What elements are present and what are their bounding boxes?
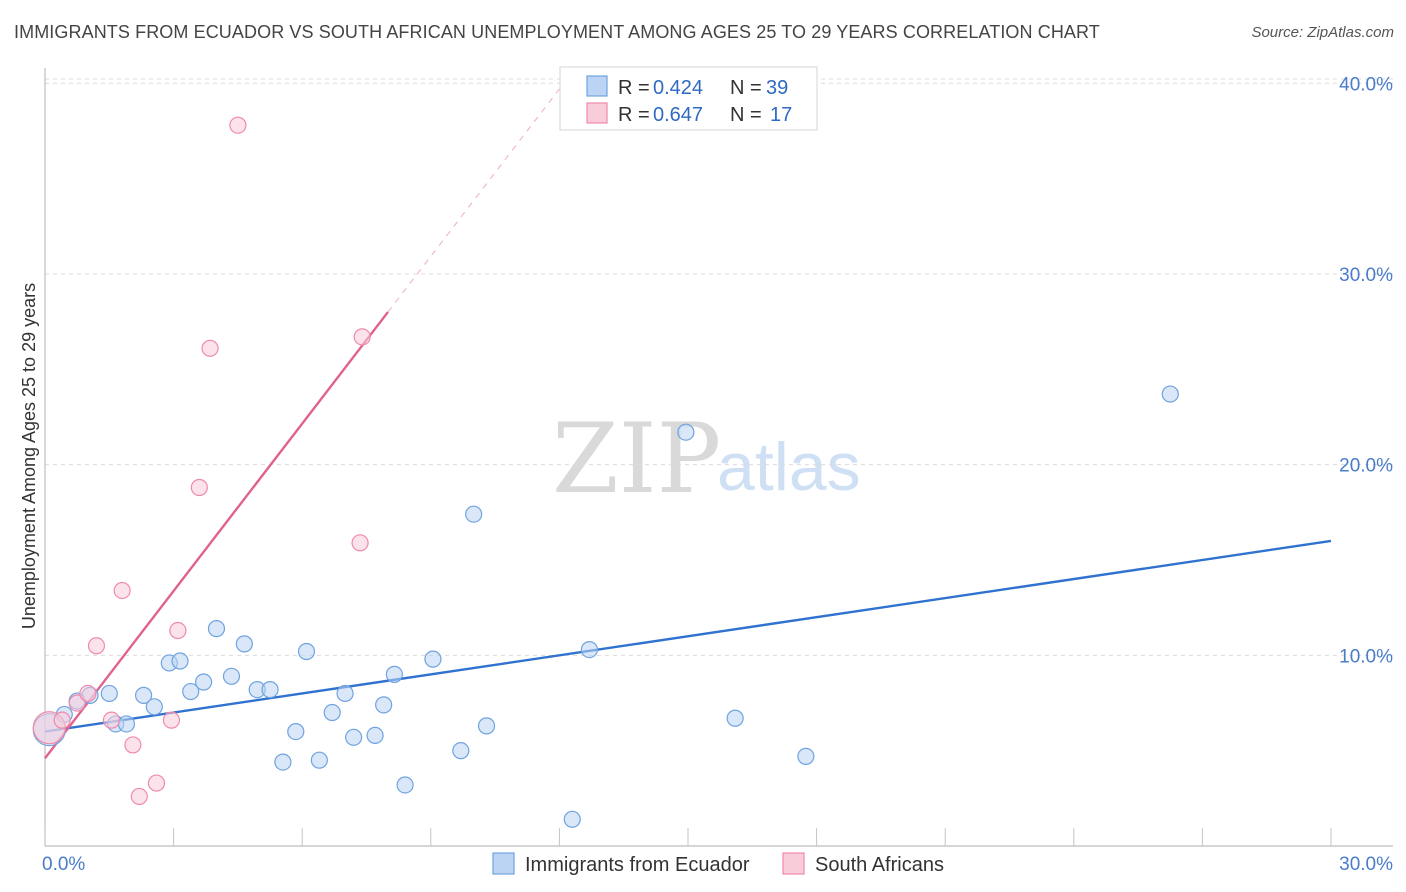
data-point [229,116,247,134]
watermark: ZIP atlas [552,403,861,515]
stats-legend-r-value-ecuador: 0.424 [653,77,703,99]
stats-legend-r-value-south-africans: 0.647 [653,104,703,126]
data-point [147,774,166,792]
data-point [87,637,106,655]
trend-line-1 [44,311,389,760]
data-point [366,726,384,745]
data-point [452,742,470,760]
data-point [287,722,305,741]
data-point [477,717,496,735]
legend-label-south-africans[interactable]: South Africans [815,854,944,876]
data-point [563,810,581,828]
trend-line-0 [44,539,1332,733]
x-axis-tick-labels: 0.0% 30.0% [42,854,1393,875]
data-point [113,581,131,600]
stats-legend-swatch-ecuador [586,75,608,97]
data-point [162,711,181,729]
stats-legend-n-value-south-africans: 17 [770,104,792,126]
data-point [310,751,328,769]
y-tick-label: 40.0% [1339,74,1393,95]
y-tick-label: 10.0% [1339,646,1393,667]
data-point [182,682,200,701]
trend-lines [44,88,1332,760]
data-point [171,652,189,670]
data-point [124,736,142,754]
data-point [169,621,187,640]
data-point [345,728,363,746]
data-point [100,684,118,703]
data-point [261,681,279,699]
stats-legend-n-label-south-africans: N = [730,104,762,126]
data-point [134,686,153,704]
trend-line-extension-1 [387,88,560,313]
y-tick-label: 30.0% [1339,265,1393,286]
legend-swatch-ecuador[interactable] [492,852,515,875]
series-points-1 [32,116,371,806]
data-point [130,787,148,806]
data-point [323,703,341,722]
data-point [424,650,442,668]
data-point [385,665,403,683]
data-point [274,753,292,771]
data-point [726,709,744,727]
chart-title: IMMIGRANTS FROM ECUADOR VS SOUTH AFRICAN… [14,22,1100,42]
stats-legend-r-label-ecuador: R = [618,77,650,99]
data-point [190,478,208,497]
data-point [336,684,354,703]
stats-legend: R = 0.424 N = 39 R = 0.647 N = 17 [559,66,818,131]
chart-source: Source: ZipAtlas.com [1251,24,1394,41]
watermark-atlas: atlas [717,429,861,505]
data-point [797,747,815,765]
legend-label-ecuador[interactable]: Immigrants from Ecuador [525,854,750,876]
data-point [351,534,369,552]
data-point [53,711,71,729]
x-tick-label-max: 30.0% [1339,854,1393,875]
stats-legend-n-value-ecuador: 39 [766,77,788,99]
stats-legend-swatch-south-africans [586,102,608,124]
series-legend: Immigrants from Ecuador South Africans [492,852,944,876]
data-point [580,640,599,659]
data-point [1161,385,1179,403]
y-axis-tick-labels: 10.0% 20.0% 30.0% 40.0% [1339,74,1393,667]
x-axis-ticks [44,828,1332,846]
data-point [102,711,121,729]
data-point [195,673,213,691]
data-point [396,776,414,794]
data-point [79,684,97,703]
data-points [32,116,1179,828]
x-tick-label-min: 0.0% [42,854,85,875]
y-tick-label: 20.0% [1339,456,1393,477]
data-point [201,339,219,357]
data-point [375,696,393,714]
data-point [235,635,253,653]
data-point [465,505,483,523]
data-point [145,698,163,716]
legend-swatch-south-africans[interactable] [782,852,805,875]
stats-legend-r-label-south-africans: R = [618,104,650,126]
gridlines [45,78,1393,656]
data-point [68,694,86,712]
data-point [677,423,695,441]
y-axis-title: Unemployment Among Ages 25 to 29 years [19,283,39,629]
data-point [117,715,136,733]
watermark-zip: ZIP [552,403,721,515]
data-point [353,328,371,346]
data-point [297,642,316,661]
data-point [222,667,241,685]
stats-legend-n-label-ecuador: N = [730,77,762,99]
data-point [207,620,226,638]
